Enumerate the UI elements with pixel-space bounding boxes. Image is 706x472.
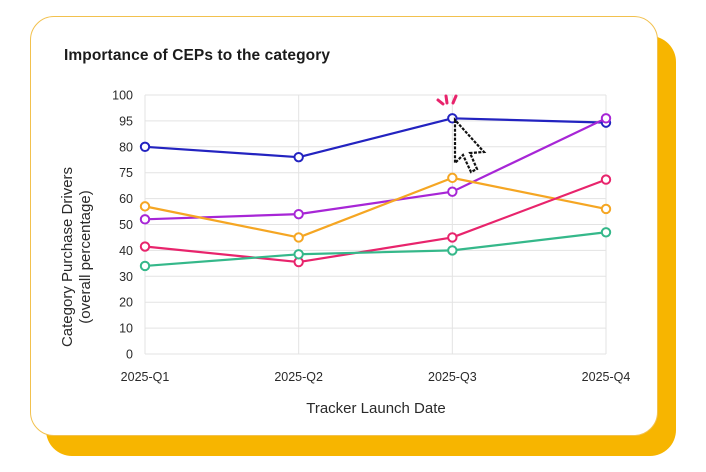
y-tick-label: 100 [112,89,133,103]
y-tick-label: 60 [119,192,133,206]
series-line [143,117,608,221]
y-tick-label: 95 [119,114,133,128]
y-tick-label: 20 [119,296,133,310]
y-tick-label: 50 [119,218,133,232]
data-point [293,151,304,163]
x-tick-label: 2025-Q3 [428,370,477,384]
y-tick-label: 0 [126,348,133,362]
axes: 0 10 20 30 40 50 60 75 80 95 100 2025-Q1 2025-Q2 2025… [59,89,630,418]
cursor-overlay [436,94,487,174]
data-point [293,208,304,220]
data-point [600,203,612,215]
data-point [293,249,304,260]
spark-stroke [436,98,445,106]
data-point [447,186,458,197]
data-point [293,232,304,243]
y-tick-label: 75 [119,166,133,180]
y-tick-label: 30 [119,270,133,284]
series-line [143,176,608,239]
pointer-cursor-icon [453,117,487,174]
series-line [143,231,608,268]
y-axis-title-line: Category Purchase Drivers [59,167,76,347]
spark-stroke [444,94,449,105]
x-tick-label: 2025-Q2 [274,370,323,384]
chart-card: Importance of CEPs to the category [30,16,658,436]
click-spark-icon [436,94,458,106]
y-tick-label: 80 [119,140,133,154]
data-point [139,201,151,212]
y-tick-label: 40 [119,244,133,258]
data-point [600,113,612,124]
chart-title: Importance of CEPs to the category [64,47,331,64]
y-axis-title: Category Purchase Drivers (overall percen… [59,167,94,347]
y-tick-label: 10 [119,322,133,336]
data-point [139,260,151,272]
series-line [143,117,608,159]
data-point [139,214,151,225]
data-point [600,174,612,185]
data-point [139,141,151,153]
data-point [447,172,458,184]
grid-lines [144,94,607,355]
data-point [447,245,458,256]
data-point [139,241,151,252]
x-axis-title: Tracker Launch Date [306,400,446,417]
series-lines [139,113,612,272]
series-line [143,178,608,264]
x-tick-label: 2025-Q1 [121,370,170,384]
x-tick-label: 2025-Q4 [582,370,631,384]
y-axis-title-line: (overall percentage) [77,190,94,323]
spark-stroke [451,94,458,105]
data-point [447,232,458,243]
data-point [600,227,612,238]
